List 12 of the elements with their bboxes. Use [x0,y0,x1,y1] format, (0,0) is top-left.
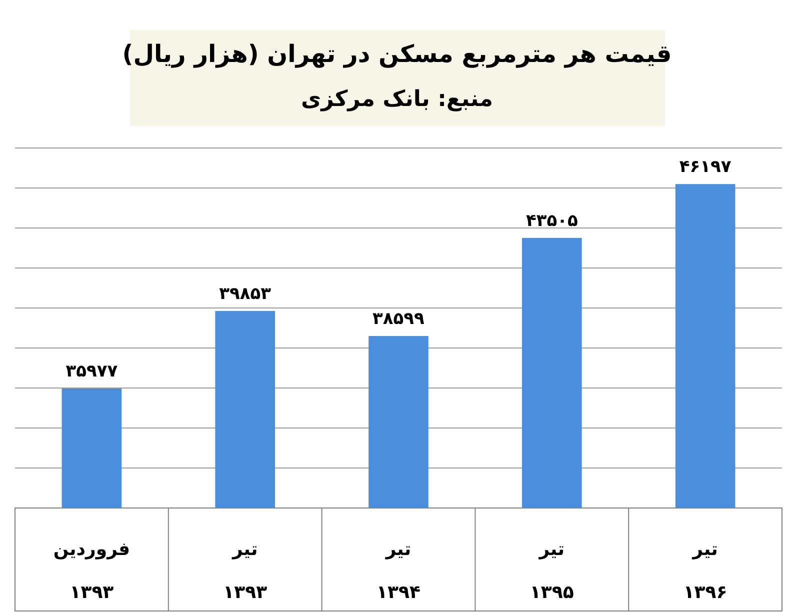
category-label: تیر ۱۳۹۵ [530,539,574,603]
chart-subtitle: منبع: بانک مرکزی [301,87,493,112]
data-label: ۴۳۵۰۵ [526,210,578,231]
chart-title: قیمت هر مترمربع مسکن در تهران (هزار ریال) [122,40,672,68]
data-label: ۳۵۹۷۷ [66,361,118,382]
data-label: ۳۸۵۹۹ [372,309,426,330]
data-label: ۳۹۸۵۳ [219,284,272,304]
data-label: ۴۶۱۹۷ [679,157,732,178]
category-label: فروردین ۱۳۹۳ [53,539,130,603]
category-label: تیر ۱۳۹۴ [376,539,420,603]
category-label: تیر ۱۳۹۶ [683,539,728,603]
category-label: تیر ۱۳۹۳ [223,539,268,603]
